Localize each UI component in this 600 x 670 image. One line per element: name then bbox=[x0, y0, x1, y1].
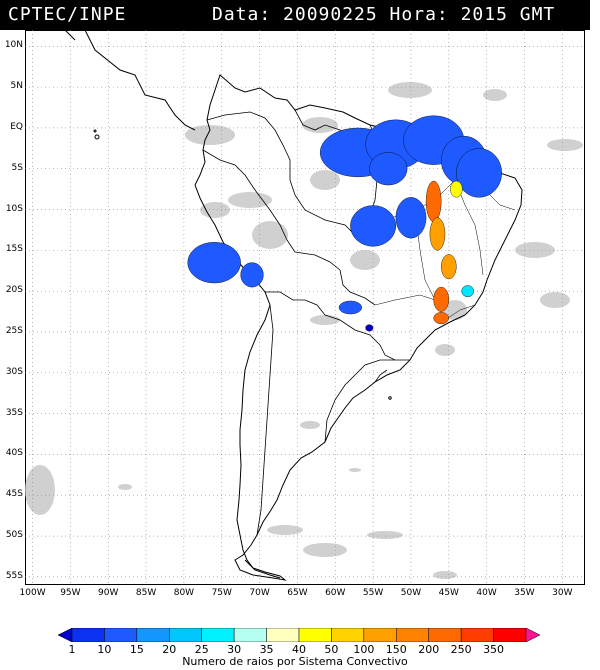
lon-label: 70W bbox=[249, 588, 270, 598]
lat-label: 20S bbox=[5, 285, 23, 296]
lat-label: 25S bbox=[5, 325, 23, 336]
colorbar-swatch bbox=[298, 628, 332, 642]
colorbar-swatch bbox=[104, 628, 138, 642]
lon-label: 100W bbox=[19, 588, 46, 598]
lightning-cell bbox=[450, 180, 463, 198]
colorbar-swatch bbox=[396, 628, 429, 642]
lon-label: 30W bbox=[552, 588, 573, 598]
lat-label: 45S bbox=[5, 489, 23, 500]
lat-label: 15S bbox=[5, 244, 23, 255]
graticule bbox=[25, 30, 585, 585]
convective-cells bbox=[187, 115, 502, 332]
colorbar-tick-label: 100 bbox=[353, 643, 375, 656]
colorbar-tick-label: 200 bbox=[418, 643, 440, 656]
colorbar-swatch bbox=[266, 628, 300, 642]
colorbar-tick-label: 15 bbox=[129, 643, 144, 656]
colorbar-swatch bbox=[58, 628, 73, 642]
datetime-label: Data: 20090225 Hora: 2015 GMT bbox=[212, 4, 556, 25]
lon-label: 90W bbox=[98, 588, 119, 598]
lat-label: 10N bbox=[4, 40, 23, 51]
colorbar-swatch bbox=[331, 628, 365, 642]
lat-label: 40S bbox=[5, 448, 23, 459]
lightning-cell bbox=[441, 254, 457, 280]
lat-label: 5S bbox=[11, 162, 23, 173]
lon-label: 65W bbox=[287, 588, 308, 598]
lightning-cell bbox=[240, 262, 264, 288]
lightning-cell bbox=[456, 148, 502, 198]
colorbar-swatch bbox=[428, 628, 462, 642]
lon-label: 95W bbox=[60, 588, 81, 598]
colorbar-tick-label: 40 bbox=[292, 643, 306, 656]
colorbar-swatch bbox=[460, 628, 494, 642]
colorbar-tick-label: 25 bbox=[194, 643, 209, 656]
lon-label: 80W bbox=[173, 588, 195, 598]
lat-label: 55S bbox=[5, 570, 23, 581]
colorbar-tick-label: 30 bbox=[227, 643, 242, 656]
cloud-cover bbox=[25, 82, 583, 579]
lightning-cell bbox=[433, 312, 449, 325]
lon-label: 75W bbox=[211, 588, 232, 598]
lightning-cell bbox=[429, 217, 446, 251]
lightning-cell bbox=[365, 324, 374, 332]
colorbar-tick-label: 150 bbox=[385, 643, 407, 656]
colorbar-swatch bbox=[493, 628, 527, 642]
colorbar-tick-label: 1 bbox=[68, 643, 76, 656]
colorbar-swatch bbox=[525, 628, 540, 642]
lightning-cell bbox=[350, 205, 397, 247]
colorbar-swatch bbox=[136, 628, 170, 642]
lightning-cell bbox=[425, 180, 442, 223]
source-label: CPTEC/INPE bbox=[8, 4, 127, 25]
lon-label: 40W bbox=[476, 588, 497, 598]
lightning-cell bbox=[369, 152, 408, 186]
colorbar-tick-label: 50 bbox=[324, 643, 339, 656]
lon-label: 45W bbox=[438, 588, 459, 598]
lightning-cell bbox=[433, 286, 449, 312]
lat-label: EQ bbox=[10, 121, 23, 132]
lon-label: 60W bbox=[325, 588, 346, 598]
lat-label: 5N bbox=[10, 81, 23, 92]
colorbar-tick-label: 350 bbox=[483, 643, 505, 656]
lon-label: 55W bbox=[362, 588, 384, 598]
colorbar-tick-label: 20 bbox=[162, 643, 177, 656]
colorbar-tick-label: 35 bbox=[259, 643, 274, 656]
lightning-cell bbox=[461, 285, 474, 298]
lat-label: 35S bbox=[5, 407, 23, 418]
colorbar-swatch bbox=[71, 628, 105, 642]
colorbar-tick-label: 250 bbox=[450, 643, 472, 656]
lat-label: 10S bbox=[5, 203, 23, 214]
lightning-cell bbox=[395, 197, 427, 239]
lon-label: 50W bbox=[400, 588, 422, 598]
colorbar-swatch bbox=[169, 628, 202, 642]
colorbar-caption: Numero de raios por Sistema Convectivo bbox=[182, 655, 408, 668]
colorbar-swatch bbox=[233, 628, 267, 642]
header-bar: CPTEC/INPE Data: 20090225 Hora: 2015 GMT bbox=[0, 0, 590, 30]
lon-label: 35W bbox=[514, 588, 535, 598]
lightning-cell bbox=[338, 300, 362, 315]
colorbar-tick-label: 10 bbox=[97, 643, 112, 656]
colorbar-swatch bbox=[201, 628, 235, 642]
colorbar-swatch bbox=[363, 628, 397, 642]
lightning-cell bbox=[187, 242, 241, 284]
lat-label: 50S bbox=[5, 530, 23, 541]
lon-label: 85W bbox=[135, 588, 157, 598]
colorbar bbox=[58, 628, 540, 642]
lat-label: 30S bbox=[5, 366, 23, 377]
lightning-map bbox=[25, 30, 585, 585]
